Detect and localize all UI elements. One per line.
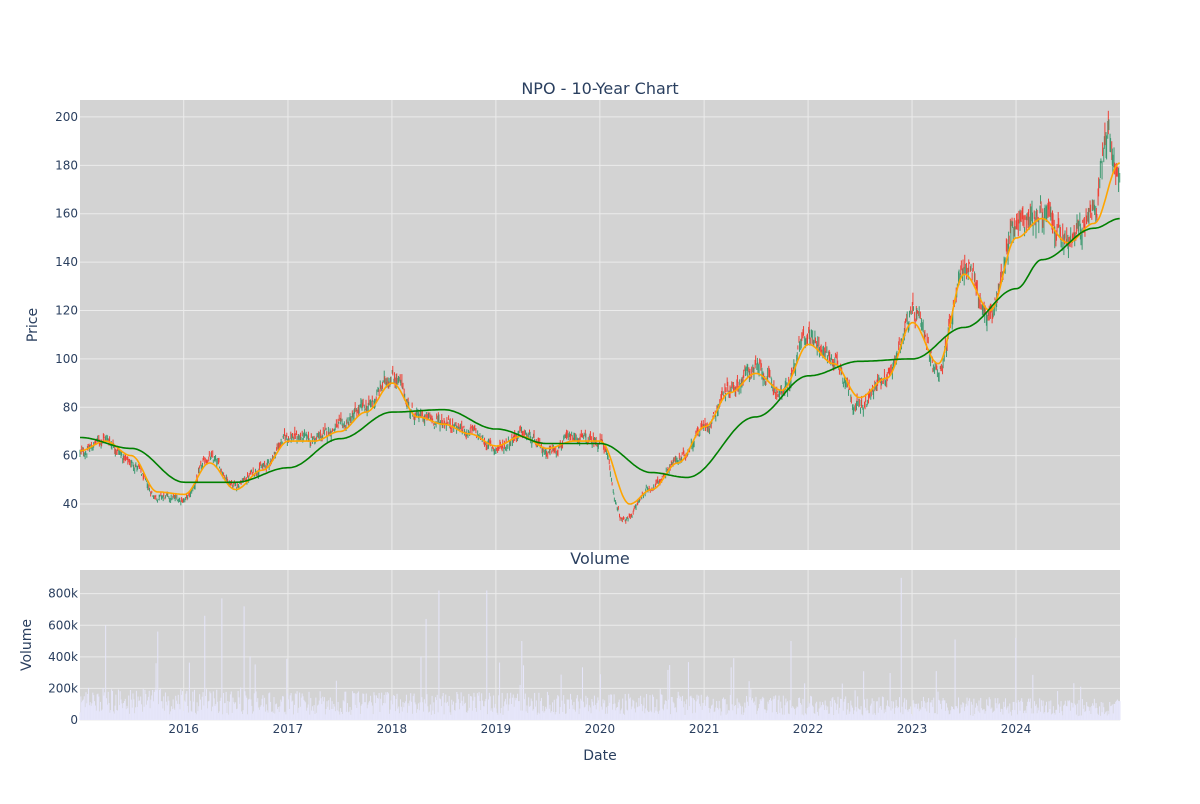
short-moving-average-line [79,162,1121,505]
volume-y-tick-label: 200k [48,681,78,695]
x-tick-label: 2019 [481,722,512,736]
price-y-tick-label: 40 [63,497,78,511]
x-tick-label: 2018 [377,722,408,736]
volume-y-tick-label: 0 [70,713,78,727]
price-y-tick-label: 120 [55,303,78,317]
price-y-tick-label: 100 [55,352,78,366]
long-moving-average-line [80,217,1120,484]
volume-chart-title: Volume [570,549,630,568]
volume-x-ticks: 2016 2017 2018 2019 2020 2021 2022 2023 2024 [168,722,1031,736]
volume-y-tick-label: 400k [48,650,78,664]
price-y-tick-label: 80 [63,400,78,414]
price-y-tick-label: 180 [55,158,78,172]
volume-y-tick-label: 800k [48,587,78,601]
price-gridlines [80,100,1120,550]
x-tick-label: 2021 [689,722,720,736]
x-tick-label: 2016 [168,722,199,736]
price-y-tick-label: 140 [55,255,78,269]
volume-y-ticks: 0 200k 400k 600k 800k [48,587,78,727]
x-tick-label: 2023 [897,722,928,736]
x-tick-label: 2020 [585,722,616,736]
x-tick-label: 2022 [793,722,824,736]
volume-y-axis-title: Volume [19,619,35,671]
price-y-ticks: 40 60 80 100 120 140 160 180 200 [55,110,78,511]
x-tick-label: 2024 [1001,722,1032,736]
volume-y-tick-label: 600k [48,618,78,632]
price-y-tick-label: 160 [55,207,78,221]
x-axis-title: Date [583,748,616,764]
price-y-tick-label: 200 [55,110,78,124]
price-y-axis-title: Price [25,308,41,342]
price-lines [79,162,1121,505]
x-tick-label: 2017 [273,722,304,736]
price-y-tick-label: 60 [63,449,78,463]
volume-bars [79,577,1121,720]
price-chart-title: NPO - 10-Year Chart [521,79,678,98]
